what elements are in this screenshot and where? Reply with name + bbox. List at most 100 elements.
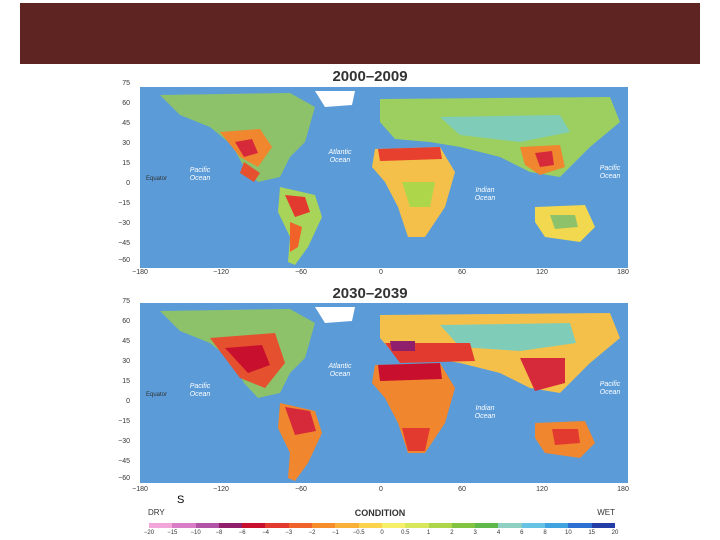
legend-swatch <box>288 523 313 528</box>
legend-ticks: −20 −15 −10 −8 −6 −4 −3 −2 −1 −0.5 0 0.5 1 2 3 4 6 8 10 15 2… <box>144 530 618 540</box>
legend-tick-label: −0.5 <box>352 530 365 536</box>
y-tick: −15 <box>118 200 130 207</box>
equator-label: Equator <box>146 176 168 182</box>
legend-tick-label: −3 <box>285 530 293 536</box>
legend-tick-label: 3 <box>473 530 477 536</box>
legend-tick-label: 10 <box>565 530 572 536</box>
drought-map-figure: 2000–2009 Atlan <box>110 66 640 540</box>
y-tick: 75 <box>122 298 130 305</box>
panel-title-2000s: 2000–2009 <box>332 68 408 85</box>
y-tick: −45 <box>118 458 130 465</box>
legend-wet-label: WET <box>597 508 615 517</box>
legend-swatch <box>475 523 499 528</box>
y-tick: −45 <box>118 240 130 247</box>
y-tick: −15 <box>118 418 130 425</box>
legend-swatch <box>172 523 196 528</box>
legend-swatch <box>358 523 382 528</box>
header-band <box>20 3 700 64</box>
stray-letter: S <box>177 494 185 506</box>
legend-tick-label: 8 <box>543 530 547 536</box>
y-tick: 30 <box>122 140 130 147</box>
atlantic-ocean-label: Atlantic Ocean <box>328 363 352 378</box>
legend-tick-label: 6 <box>520 530 524 536</box>
legend-tick-label: −6 <box>238 530 246 536</box>
legend-tick-label: 1 <box>426 530 431 536</box>
x-tick: 0 <box>379 486 383 493</box>
legend-swatch <box>312 523 336 528</box>
legend-swatch <box>149 523 173 528</box>
x-tick: −180 <box>132 269 148 276</box>
y-tick: 15 <box>122 378 130 385</box>
legend-tick-label: −4 <box>262 530 269 536</box>
x-tick: 180 <box>617 486 629 493</box>
map-2000s-graphic <box>140 87 628 268</box>
x-tick: 180 <box>617 269 629 276</box>
legend-title: CONDITION <box>354 508 406 518</box>
legend-tick-label: −8 <box>215 530 223 536</box>
legend-swatch <box>451 523 476 528</box>
y-tick: 30 <box>122 358 130 365</box>
equator-label: Equator <box>146 392 168 398</box>
y-tick: −60 <box>118 475 130 482</box>
map-2030s: Atlantic Ocean Pacific Ocean Pacific Oce… <box>140 303 628 483</box>
legend-swatch <box>265 523 289 528</box>
x-tick: −120 <box>213 486 229 493</box>
pacific-ocean-label-west: Pacific Ocean <box>189 383 211 398</box>
pacific-ocean-label-west: Pacific Ocean <box>189 167 211 182</box>
x-tick: 120 <box>536 269 548 276</box>
legend-tick-label: −20 <box>143 530 155 536</box>
indian-ocean-label: Indian Ocean <box>474 405 496 420</box>
legend-swatch <box>545 523 569 528</box>
legend-swatch <box>195 523 219 528</box>
legend-tick-label: 15 <box>588 530 596 536</box>
x-tick: −180 <box>132 486 148 493</box>
x-tick: −60 <box>295 486 307 493</box>
legend-tick-label: −2 <box>308 530 316 536</box>
x-tick: −60 <box>295 269 307 276</box>
y-tick: −30 <box>118 438 130 445</box>
y-tick: 0 <box>126 180 130 187</box>
legend-swatch <box>381 523 406 528</box>
y-tick: 60 <box>122 318 130 325</box>
pacific-ocean-label-east: Pacific Ocean <box>599 381 621 396</box>
x-tick: 60 <box>458 269 466 276</box>
legend-tick-label: 4 <box>496 530 501 536</box>
map-2030s-graphic <box>140 303 628 483</box>
y-tick: −60 <box>118 257 130 264</box>
y-tick: 60 <box>122 100 130 107</box>
legend-tick-label: −1 <box>331 530 339 536</box>
y-tick: 45 <box>122 120 130 127</box>
legend-swatch <box>591 523 615 528</box>
y-tick: 75 <box>122 80 130 87</box>
y-tick: 15 <box>122 160 130 167</box>
atlantic-ocean-label: Atlantic Ocean <box>328 149 352 164</box>
legend-swatch <box>521 523 546 528</box>
legend-tick-label: 0 <box>380 530 384 536</box>
legend-tick-label: −15 <box>167 530 178 536</box>
legend-tick-label: 0.5 <box>401 530 410 536</box>
pacific-ocean-label-east: Pacific Ocean <box>599 165 621 180</box>
indian-ocean-label: Indian Ocean <box>474 187 496 202</box>
x-tick: 0 <box>379 269 383 276</box>
condition-legend: DRY CONDITION WET −20 −15 −10 −8 −6 −4 −3 −2 −1−… <box>144 505 618 540</box>
legend-tick-label: 2 <box>450 530 454 536</box>
legend-swatch <box>568 523 592 528</box>
legend-tick-label: −10 <box>190 530 201 536</box>
y-tick: 45 <box>122 338 130 345</box>
legend-dry-label: DRY <box>148 508 165 517</box>
legend-swatch <box>335 523 359 528</box>
legend-swatch <box>405 523 429 528</box>
x-tick: 120 <box>536 486 548 493</box>
legend-swatch <box>242 523 266 528</box>
legend-swatch <box>218 523 243 528</box>
panel-title-2030s: 2030–2039 <box>332 285 408 302</box>
legend-color-bar <box>149 523 615 528</box>
y-tick: 0 <box>126 398 130 405</box>
legend-tick-label: 20 <box>611 530 619 536</box>
map-2000s: Atlantic Ocean Pacific Ocean Pacific Oce… <box>140 87 628 268</box>
y-tick: −30 <box>118 220 130 227</box>
legend-swatch <box>498 523 522 528</box>
x-tick: 60 <box>458 486 466 493</box>
x-tick: −120 <box>213 269 229 276</box>
legend-swatch <box>428 523 452 528</box>
